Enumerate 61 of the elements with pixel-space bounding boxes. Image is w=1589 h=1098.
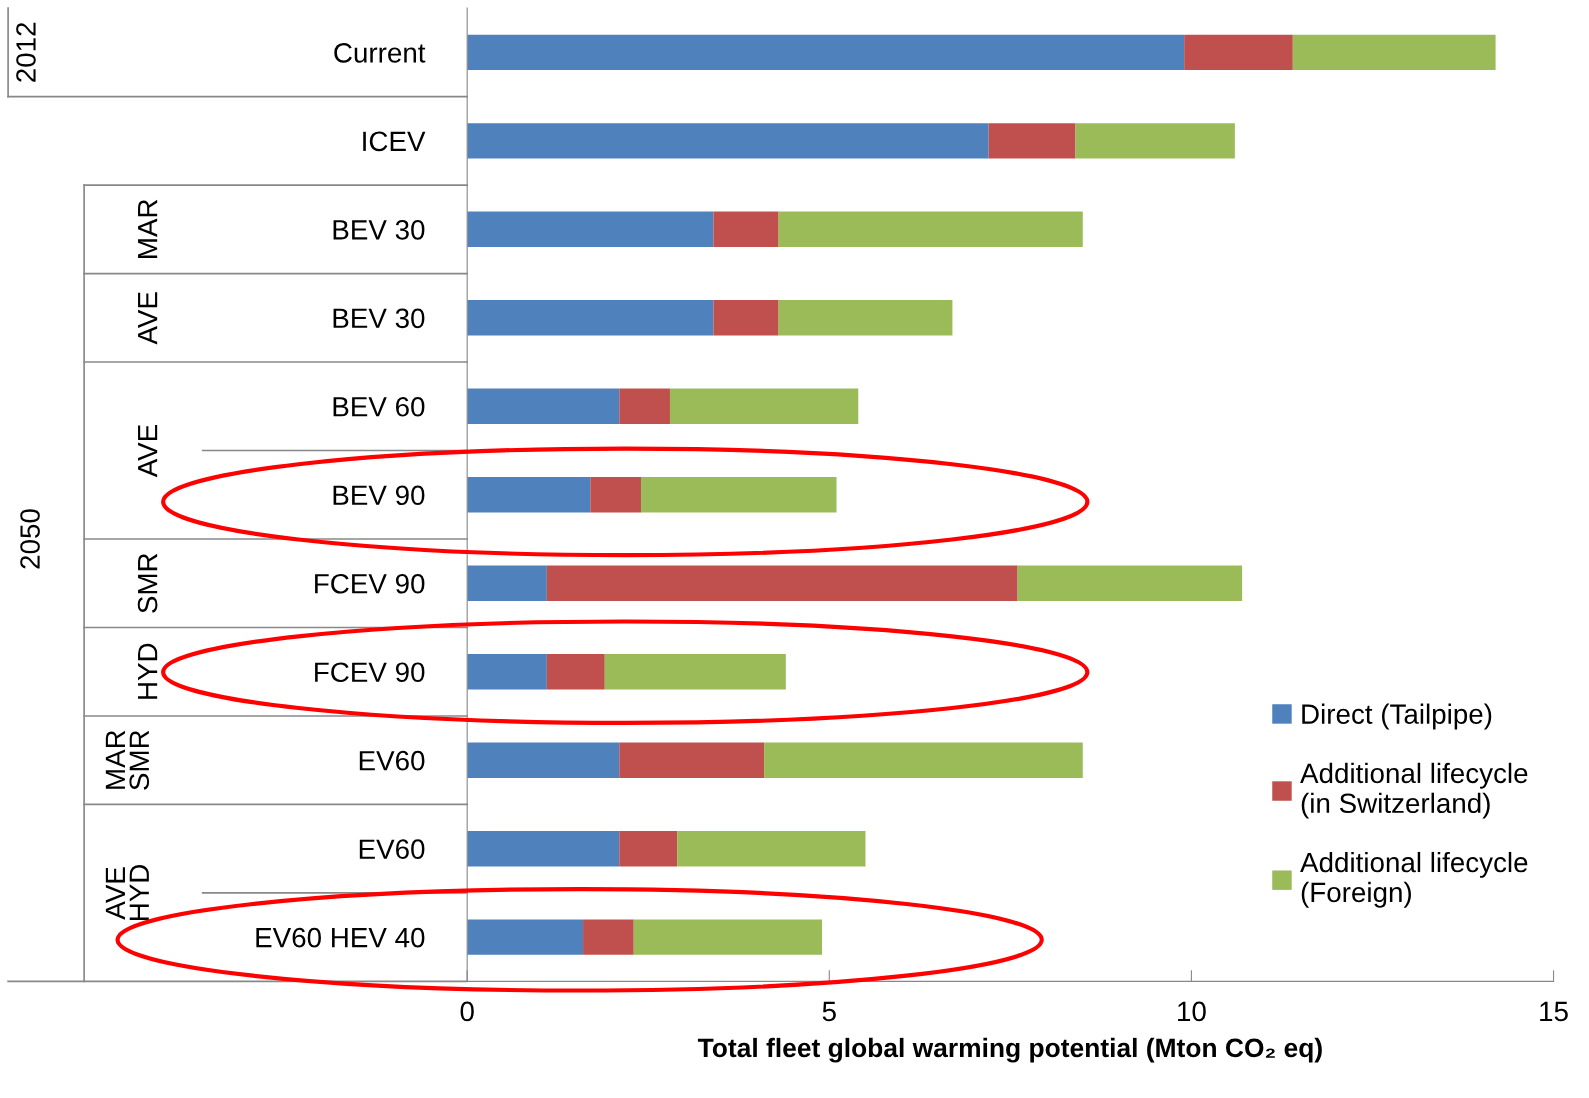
bar xyxy=(633,919,823,955)
y-tick-label: ICEV xyxy=(363,131,426,152)
text: SMR xyxy=(137,553,158,613)
x-tick-label: 10 xyxy=(1178,1001,1206,1022)
bar xyxy=(713,211,779,248)
bar xyxy=(467,742,620,778)
bar xyxy=(1292,34,1496,71)
y-tick-label: FCEV 90 xyxy=(315,662,425,683)
bar xyxy=(604,654,786,690)
bar xyxy=(1017,565,1243,601)
y-tick-label: BEV 60 xyxy=(333,396,425,417)
bar xyxy=(764,742,1083,778)
x-tick-label: 15 xyxy=(1540,1001,1568,1022)
legend-label: Additional lifecycle (Foreign) xyxy=(1300,851,1528,908)
bar xyxy=(467,477,591,513)
bar xyxy=(713,300,779,336)
legend-label: Additional lifecycle (in Switzerland) xyxy=(1300,762,1528,819)
x-axis-title: Total fleet global warming potential (Mton CO₂ eq) xyxy=(697,1037,1322,1063)
y-tick-label: FCEV 90 xyxy=(315,573,425,594)
bar xyxy=(467,123,989,159)
y-tick-label: Current xyxy=(334,43,426,63)
text: HYD xyxy=(138,643,158,699)
y-tick-label: BEV 30 xyxy=(333,219,425,240)
bar xyxy=(467,565,547,601)
y-tick-label: EV60 xyxy=(359,839,425,860)
bar xyxy=(1075,123,1235,159)
bar xyxy=(467,300,714,336)
bar xyxy=(467,919,584,955)
bar xyxy=(467,654,547,690)
bar xyxy=(590,477,641,513)
bar xyxy=(619,742,765,778)
bar xyxy=(669,388,859,424)
text: 2050 xyxy=(20,509,40,569)
bar xyxy=(778,300,953,336)
legend-label: Direct (Tailpipe) xyxy=(1302,703,1492,730)
bar xyxy=(467,830,620,867)
bar xyxy=(467,211,714,248)
bar xyxy=(467,388,620,424)
text: AVE HYD xyxy=(105,864,149,920)
x-tick-label: 0 xyxy=(460,1001,474,1022)
y-tick-label: BEV 30 xyxy=(333,308,425,329)
bar xyxy=(619,830,678,867)
bar xyxy=(1184,34,1293,71)
text: 2012 xyxy=(16,22,36,82)
y-tick-label: EV60 xyxy=(359,750,425,771)
text: MAR SMR xyxy=(105,730,150,790)
text: AVE xyxy=(138,292,158,345)
bar xyxy=(778,211,1083,248)
bar xyxy=(640,477,837,513)
bar xyxy=(546,565,1018,601)
x-tick-label: 5 xyxy=(822,1001,836,1022)
bar xyxy=(677,830,866,867)
y-tick-label: EV60 HEV 40 xyxy=(256,927,425,948)
bar xyxy=(583,919,634,955)
bar xyxy=(546,654,605,690)
bar xyxy=(988,123,1076,159)
text: AVE xyxy=(138,424,158,478)
y-tick-label: BEV 90 xyxy=(333,485,425,506)
text: MAR xyxy=(138,199,158,258)
bar xyxy=(619,388,670,424)
bar xyxy=(467,34,1185,71)
